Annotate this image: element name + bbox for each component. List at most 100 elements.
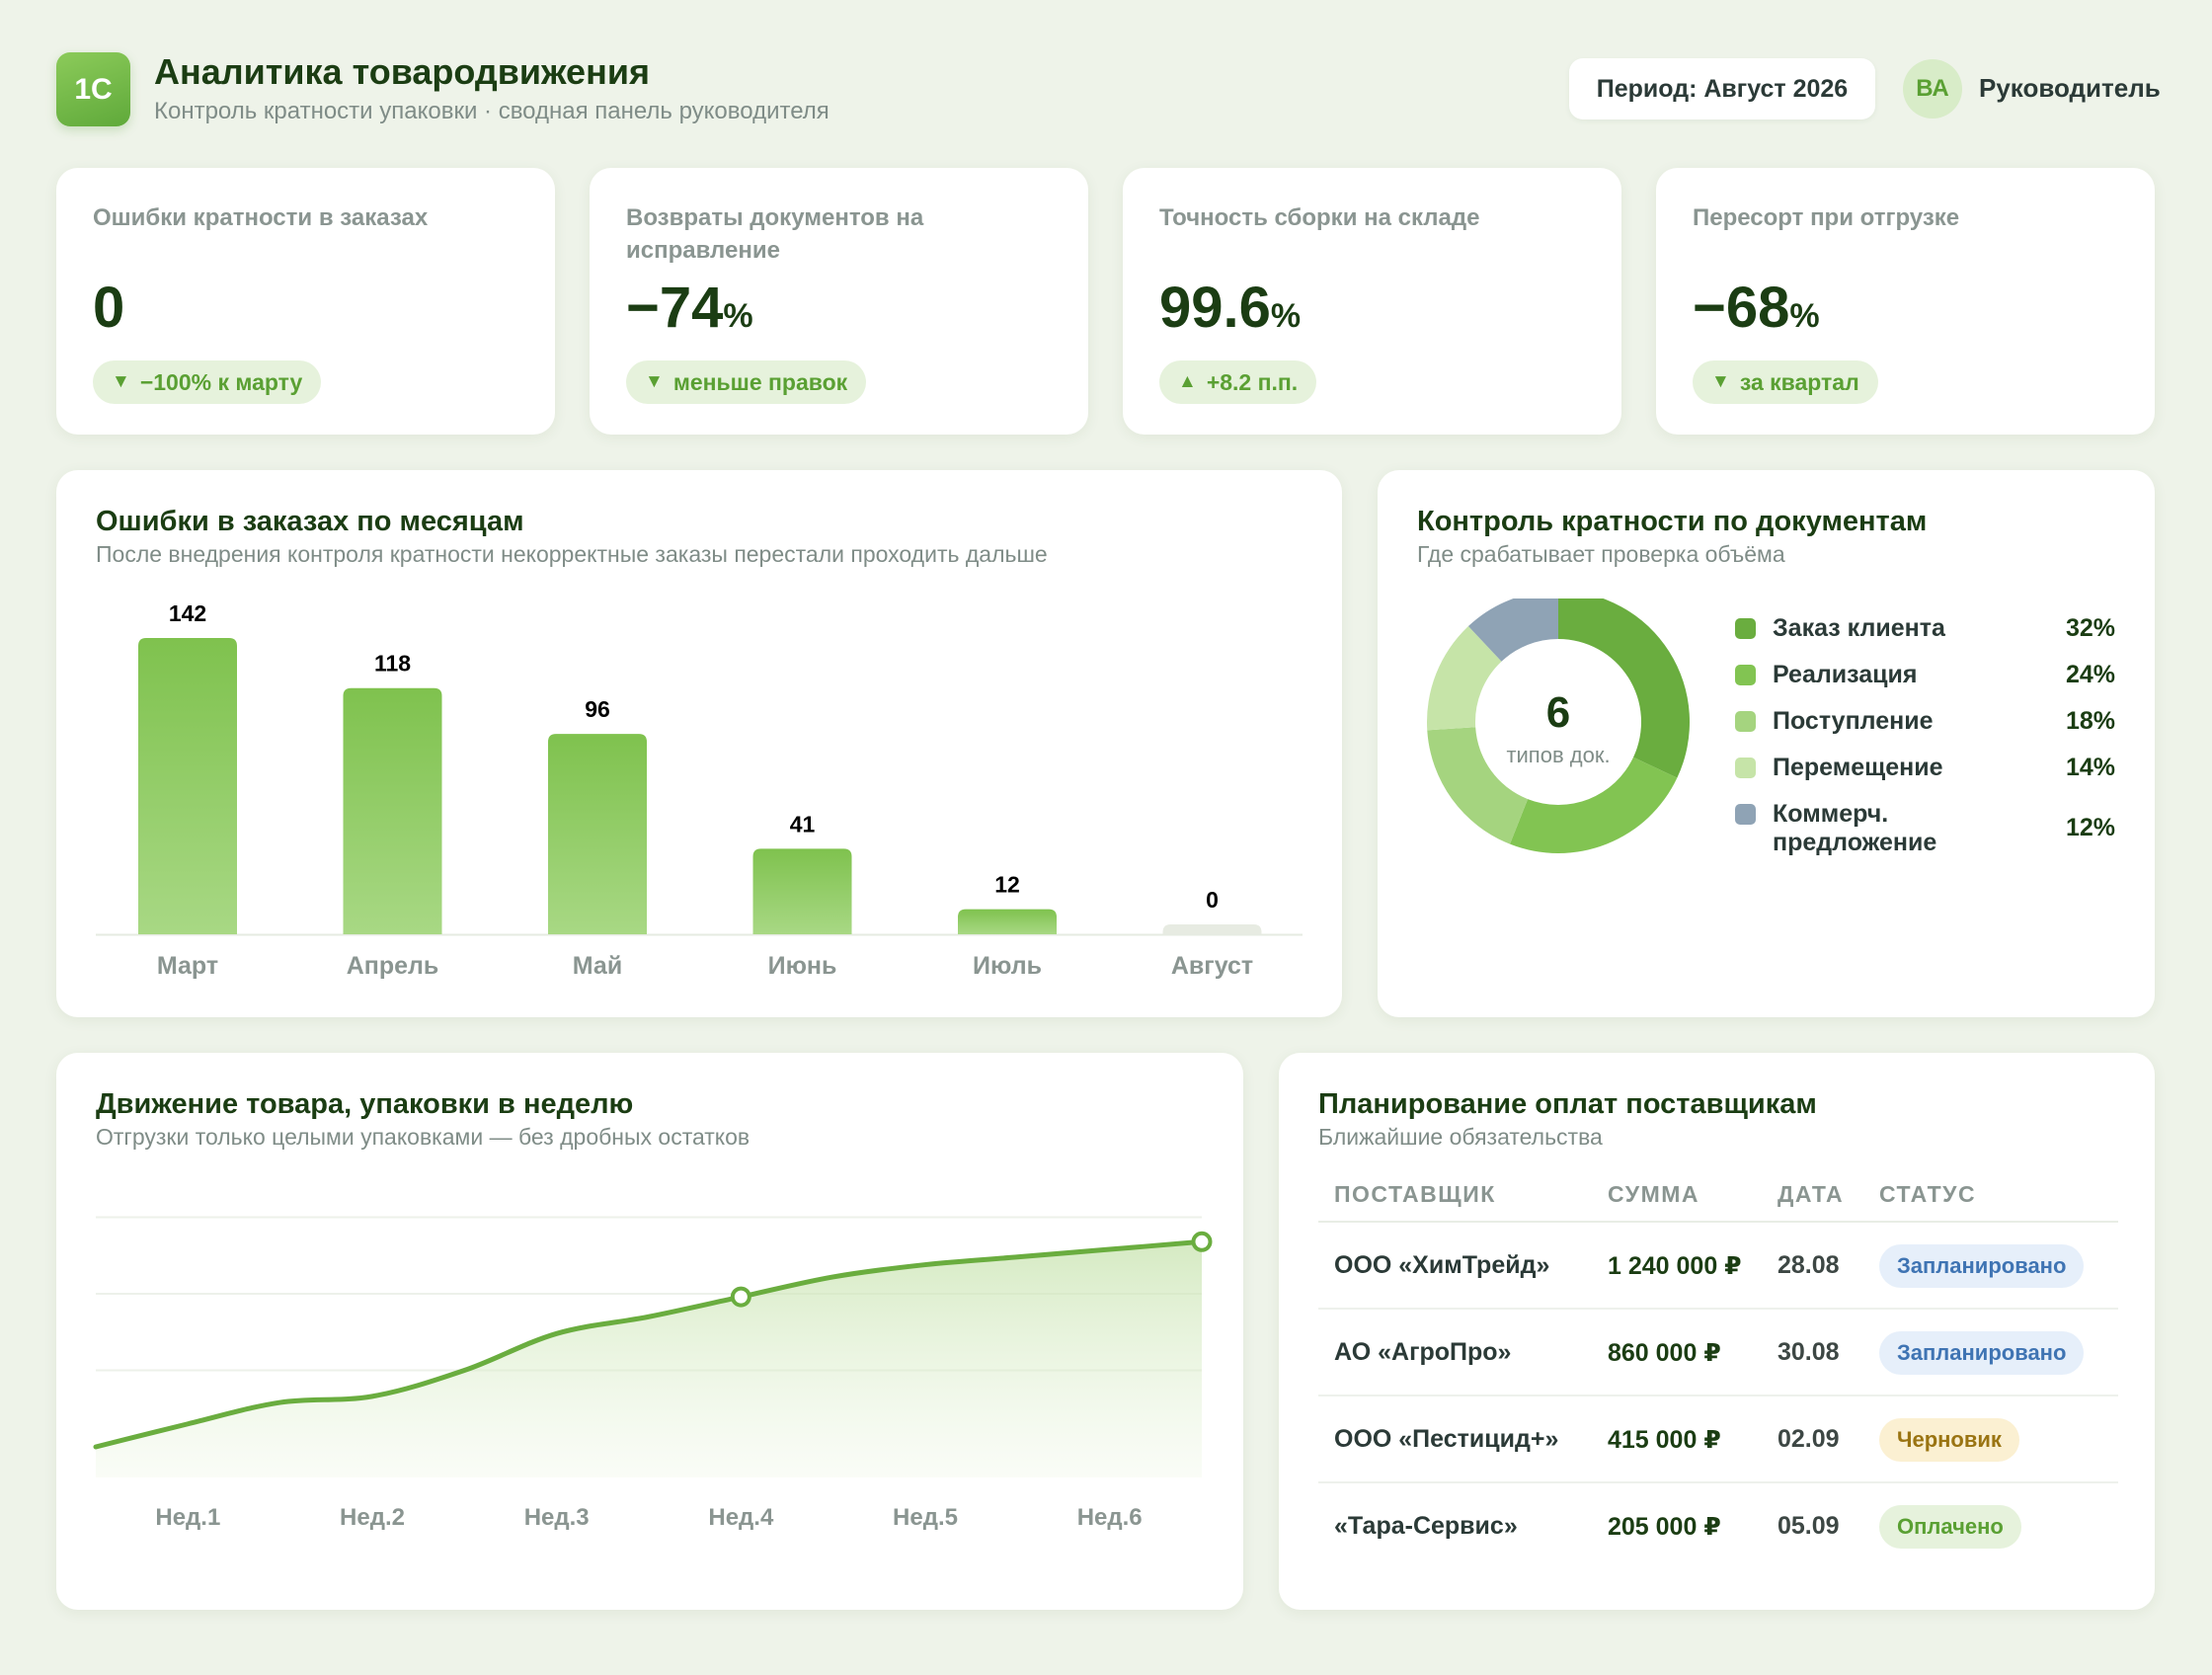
bar-value-label: 96 (585, 696, 610, 722)
kpi-badge-text: меньше правок (672, 368, 848, 395)
x-tick-label: Нед.2 (340, 1504, 405, 1531)
legend-item[interactable]: Перемещение 14% (1735, 754, 2115, 782)
avatar[interactable]: ВА (1903, 59, 1962, 119)
kpi-number: 0 (93, 276, 125, 340)
card-subtitle: Ближайшие обязательства (1318, 1124, 1603, 1150)
legend-value: 12% (2065, 814, 2115, 841)
table-row[interactable]: «Тара-Сервис» 205 000 ₽ 05.09 Оплачено (1318, 1483, 2118, 1570)
bar-category-label: Март (157, 952, 218, 980)
supplier-cell: ООО «Пестицид+» (1334, 1425, 1559, 1453)
bar-value-label: 0 (1206, 887, 1219, 913)
bar-category-label: Май (573, 952, 622, 980)
bar-value-label: 12 (994, 872, 1020, 898)
donut-chart: 6 типов док. (1427, 598, 1690, 853)
kpi-badge: ▲ +8.2 п.п. (1159, 360, 1317, 404)
line-chart-card: Движение товара, упаковки в неделю Отгру… (56, 1053, 1243, 1610)
kpi-badge-text: за квартал (1739, 368, 1859, 395)
kpi-unit: % (1789, 297, 1820, 335)
data-point[interactable] (730, 1286, 751, 1308)
arrow-down-icon: ▼ (112, 371, 130, 392)
legend-value: 24% (2065, 661, 2115, 688)
donut-center-value: 6 (1546, 688, 1570, 737)
column-header-date[interactable]: ДАТА (1778, 1181, 1845, 1207)
user-role[interactable]: Руководитель (1979, 73, 2161, 103)
legend-item[interactable]: Коммерч. предложение 12% (1735, 800, 2115, 857)
status-badge[interactable]: Запланировано (1879, 1244, 2085, 1288)
payments-table: ПОСТАВЩИК СУММА ДАТА СТАТУС ООО «ХимТрей… (1318, 1161, 2118, 1570)
column-header-status[interactable]: СТАТУС (1879, 1181, 1977, 1207)
bar-category-label: Июнь (768, 952, 837, 980)
legend-label: Поступление (1773, 707, 1934, 735)
arrow-down-icon: ▼ (1711, 371, 1730, 392)
x-tick-label: Нед.4 (708, 1504, 774, 1531)
bar[interactable] (343, 687, 442, 934)
column-header-amount[interactable]: СУММА (1608, 1181, 1700, 1207)
card-title: Ошибки в заказах по месяцам (96, 506, 524, 537)
bar[interactable] (138, 638, 237, 934)
kpi-card-order-errors: Ошибки кратности в заказах 0 ▼ −100% к ма… (56, 168, 555, 435)
series-line[interactable] (93, 1238, 1205, 1450)
donut-slice[interactable] (1427, 626, 1502, 731)
amount-cell: 415 000 ₽ (1608, 1426, 1721, 1454)
bar-chart: 142 Март 118 Апрель 96 Май 41 Июнь 12 Июль 0 Август (96, 600, 1303, 980)
bar-category-label: Апрель (347, 952, 439, 980)
kpi-label: Точность сборки на складе (1159, 204, 1480, 231)
bar[interactable] (752, 848, 852, 934)
bar-value-label: 118 (374, 651, 411, 677)
data-point[interactable] (1191, 1231, 1213, 1252)
page-title: Аналитика товародвижения (154, 51, 650, 92)
table-row[interactable]: ООО «ХимТрейд» 1 240 000 ₽ 28.08 Запланиров… (1318, 1223, 2118, 1310)
legend-value: 18% (2065, 707, 2115, 735)
legend-item[interactable]: Заказ клиента 32% (1735, 614, 2115, 643)
date-cell: 30.08 (1778, 1338, 1840, 1366)
bar[interactable] (958, 909, 1057, 934)
kpi-label: Ошибки кратности в заказах (93, 204, 429, 231)
x-tick-label: Нед.1 (155, 1504, 220, 1531)
legend-value: 14% (2065, 754, 2115, 781)
table-row[interactable]: АО «АгроПро» 860 000 ₽ 30.08 Запланировано (1318, 1310, 2118, 1396)
legend-label: Перемещение (1773, 754, 1943, 781)
card-subtitle: Где срабатывает проверка объёма (1417, 541, 1785, 567)
kpi-badge: ▼ за квартал (1693, 360, 1878, 404)
donut-slice[interactable] (1510, 757, 1678, 853)
donut-slice[interactable] (1427, 727, 1529, 844)
area-fill (96, 1241, 1202, 1477)
legend-label: Заказ клиента (1773, 614, 1945, 642)
date-cell: 02.09 (1778, 1425, 1840, 1453)
period-selector[interactable]: Период: Август 2026 (1569, 58, 1875, 120)
kpi-card-picking-accuracy: Точность сборки на складе 99.6% ▲ +8.2 п.… (1123, 168, 1621, 435)
donut-chart-card: Контроль кратности по документам Где сра… (1378, 470, 2155, 1017)
bar-value-label: 41 (790, 811, 816, 837)
card-title: Планирование оплат поставщикам (1318, 1088, 1817, 1120)
donut-slice[interactable] (1467, 598, 1558, 662)
donut-slice[interactable] (1558, 598, 1690, 778)
page-subtitle: Контроль кратности упаковки · сводная па… (154, 98, 830, 124)
status-badge[interactable]: Черновик (1879, 1418, 2019, 1462)
status-badge[interactable]: Запланировано (1879, 1331, 2085, 1375)
card-title: Движение товара, упаковки в неделю (96, 1088, 634, 1120)
legend-swatch (1735, 665, 1756, 685)
table-body: ООО «ХимТрейд» 1 240 000 ₽ 28.08 Запланиров… (1318, 1223, 2118, 1570)
date-cell: 05.09 (1778, 1512, 1840, 1540)
kpi-value: 99.6% (1159, 275, 1301, 341)
kpi-badge: ▼ −100% к марту (93, 360, 322, 404)
card-subtitle: Отгрузки только целыми упаковками — без … (96, 1124, 750, 1150)
logo-text: 1С (74, 72, 113, 106)
bar[interactable] (1162, 924, 1262, 934)
status-badge[interactable]: Оплачено (1879, 1505, 2021, 1549)
table-header: ПОСТАВЩИК СУММА ДАТА СТАТУС (1318, 1161, 2118, 1223)
kpi-badge-text: +8.2 п.п. (1206, 368, 1299, 395)
area-chart: Нед.1 Нед.2 Нед.3 Нед.4 Нед.5 Нед.6 (93, 1216, 1213, 1531)
legend-value: 32% (2065, 614, 2115, 642)
bar[interactable] (548, 734, 647, 934)
table-row[interactable]: ООО «Пестицид+» 415 000 ₽ 02.09 Черновик (1318, 1396, 2118, 1483)
donut-center-label: типов док. (1506, 743, 1610, 767)
column-header-supplier[interactable]: ПОСТАВЩИК (1334, 1181, 1496, 1207)
legend-label: Реализация (1773, 661, 1918, 688)
legend-swatch (1735, 618, 1756, 639)
arrow-down-icon: ▼ (645, 371, 664, 392)
kpi-badge: ▼ меньше правок (626, 360, 867, 404)
legend-label: Коммерч. предложение (1773, 800, 1937, 856)
legend-item[interactable]: Поступление 18% (1735, 707, 2115, 736)
legend-item[interactable]: Реализация 24% (1735, 661, 2115, 689)
